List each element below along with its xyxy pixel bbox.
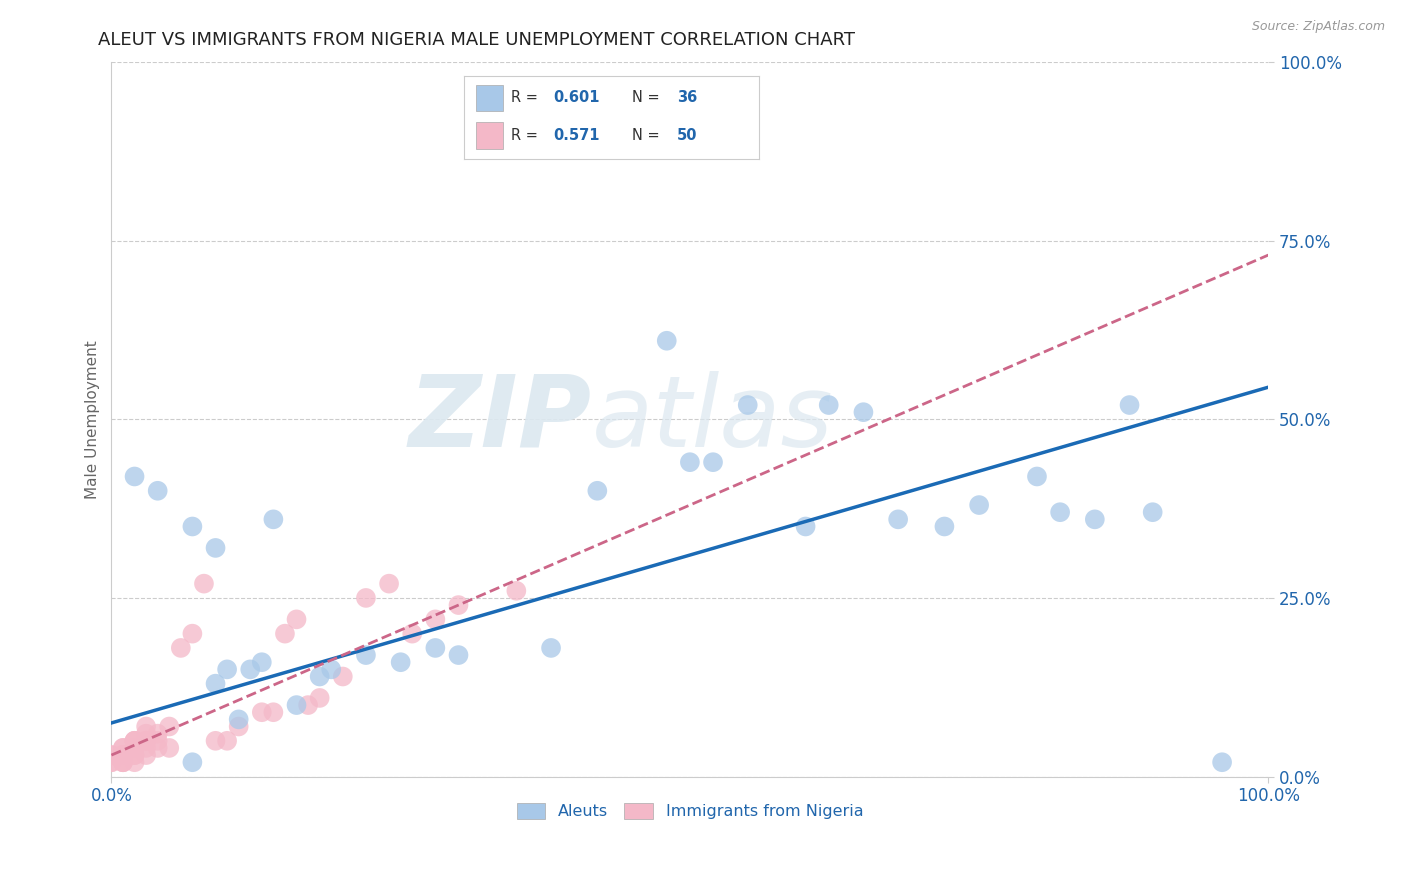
Point	[135, 741, 157, 756]
Point	[217, 733, 239, 747]
Point	[135, 748, 157, 763]
Point	[934, 519, 956, 533]
Point	[250, 705, 273, 719]
Point	[228, 719, 250, 733]
Point	[540, 640, 562, 655]
Point	[378, 576, 401, 591]
Point	[250, 655, 273, 669]
Point	[124, 733, 146, 747]
Point	[817, 398, 839, 412]
Point	[111, 741, 134, 756]
Point	[146, 483, 169, 498]
Point	[308, 669, 330, 683]
Point	[1026, 469, 1049, 483]
Point	[135, 733, 157, 747]
Point	[204, 733, 226, 747]
Point	[285, 698, 308, 712]
Text: ZIP: ZIP	[409, 371, 592, 467]
Point	[100, 748, 122, 763]
Point	[401, 626, 423, 640]
Point	[228, 712, 250, 726]
Point	[447, 648, 470, 662]
Point	[157, 741, 180, 756]
Point	[135, 733, 157, 747]
Point	[111, 748, 134, 763]
Point	[354, 648, 377, 662]
Point	[794, 519, 817, 533]
Point	[297, 698, 319, 712]
Point	[679, 455, 702, 469]
Point	[1084, 512, 1107, 526]
Point	[124, 741, 146, 756]
Point	[274, 626, 297, 640]
Point	[100, 748, 122, 763]
Point	[135, 719, 157, 733]
Point	[332, 669, 354, 683]
Point	[1049, 505, 1071, 519]
Point	[111, 756, 134, 770]
Point	[389, 655, 412, 669]
Point	[425, 612, 447, 626]
Point	[239, 662, 262, 676]
Point	[586, 483, 609, 498]
Point	[181, 519, 204, 533]
Point	[887, 512, 910, 526]
Point	[100, 756, 122, 770]
Point	[262, 705, 284, 719]
Point	[111, 741, 134, 756]
Point	[181, 626, 204, 640]
Point	[124, 748, 146, 763]
Point	[146, 733, 169, 747]
Point	[135, 726, 157, 740]
Point	[217, 662, 239, 676]
Point	[111, 756, 134, 770]
Point	[505, 583, 527, 598]
Point	[702, 455, 724, 469]
Point	[204, 541, 226, 555]
Point	[1142, 505, 1164, 519]
Point	[852, 405, 875, 419]
Point	[193, 576, 215, 591]
Point	[170, 640, 193, 655]
Text: atlas: atlas	[592, 371, 834, 467]
Point	[100, 756, 122, 770]
Point	[655, 334, 678, 348]
Point	[146, 741, 169, 756]
Point	[124, 733, 146, 747]
Point	[354, 591, 377, 605]
Point	[124, 748, 146, 763]
Point	[425, 640, 447, 655]
Text: ALEUT VS IMMIGRANTS FROM NIGERIA MALE UNEMPLOYMENT CORRELATION CHART: ALEUT VS IMMIGRANTS FROM NIGERIA MALE UN…	[98, 31, 855, 49]
Point	[447, 598, 470, 612]
Point	[285, 612, 308, 626]
Point	[308, 690, 330, 705]
Point	[1211, 756, 1233, 770]
Point	[124, 741, 146, 756]
Point	[124, 733, 146, 747]
Point	[204, 676, 226, 690]
Point	[124, 469, 146, 483]
Point	[111, 756, 134, 770]
Point	[124, 756, 146, 770]
Point	[111, 748, 134, 763]
Point	[181, 756, 204, 770]
Point	[737, 398, 759, 412]
Point	[1118, 398, 1140, 412]
Point	[157, 719, 180, 733]
Point	[146, 726, 169, 740]
Legend: Aleuts, Immigrants from Nigeria: Aleuts, Immigrants from Nigeria	[510, 797, 870, 826]
Point	[321, 662, 343, 676]
Point	[111, 748, 134, 763]
Y-axis label: Male Unemployment: Male Unemployment	[86, 340, 100, 499]
Point	[967, 498, 990, 512]
Text: Source: ZipAtlas.com: Source: ZipAtlas.com	[1251, 20, 1385, 33]
Point	[262, 512, 284, 526]
